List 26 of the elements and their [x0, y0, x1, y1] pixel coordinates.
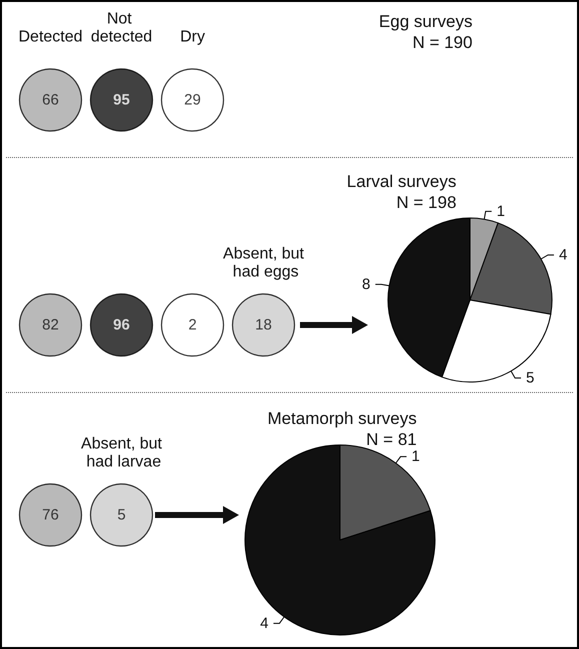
data-label: 18: [255, 316, 272, 334]
data-label: 4: [260, 614, 268, 632]
data-label: 96: [113, 316, 130, 334]
data-label: 29: [184, 92, 201, 108]
data-label: 76: [42, 506, 59, 524]
category-label: Detected: [18, 28, 83, 46]
chart-subtitle: N = 81: [366, 430, 417, 449]
data-label: 1: [496, 202, 505, 220]
data-label: 5: [526, 369, 534, 386]
data-label: 2: [188, 316, 197, 334]
text: Egg surveys: [378, 12, 472, 31]
chart-title: Metamorph surveys: [267, 409, 417, 428]
data-label: 1: [412, 448, 420, 466]
data-label: 95: [113, 92, 130, 108]
data-label: 82: [42, 316, 59, 334]
data-label: 8: [362, 276, 370, 293]
chart-title: Larval surveys: [346, 172, 456, 191]
category-label: Absent, but had eggs: [223, 246, 305, 280]
data-label: 66: [42, 92, 59, 108]
category-label: Dry: [180, 28, 205, 46]
data-label: 4: [558, 246, 568, 264]
category-label: Absent, but had larvae: [81, 436, 163, 470]
text: N = 190: [412, 33, 472, 52]
data-label: 5: [117, 506, 126, 524]
chart-subtitle: N = 198: [396, 193, 456, 212]
category-label: Not detected: [90, 10, 152, 46]
